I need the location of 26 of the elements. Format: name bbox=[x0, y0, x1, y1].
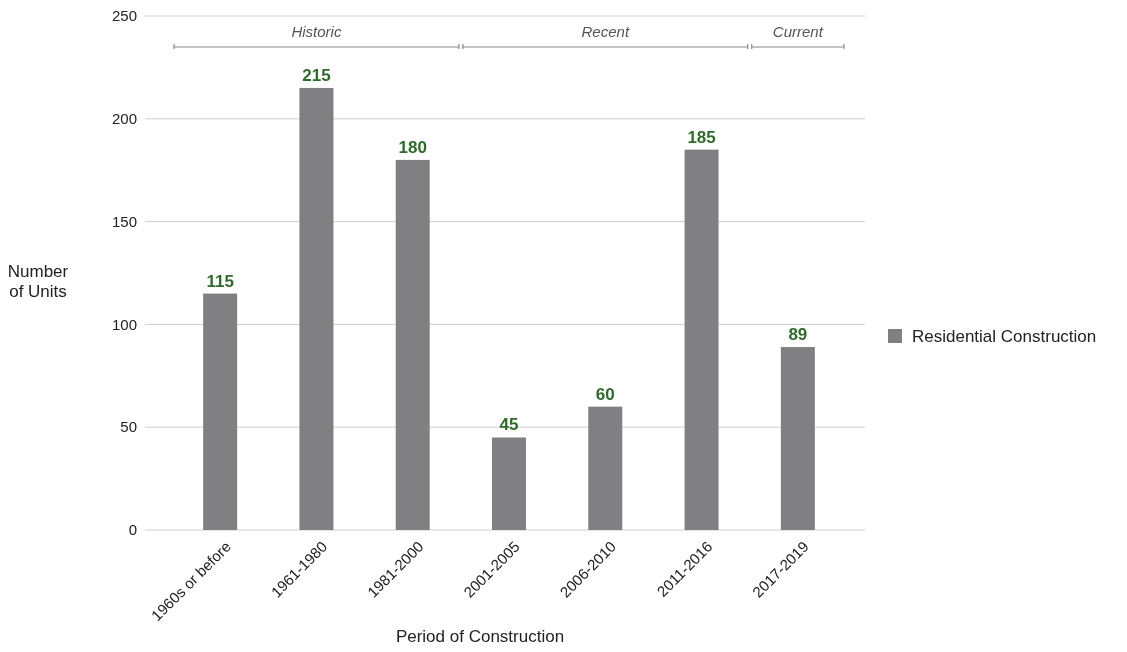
data-label: 115 bbox=[206, 271, 234, 291]
y-tick-label: 0 bbox=[128, 521, 137, 539]
bar bbox=[780, 347, 815, 530]
bar bbox=[395, 159, 430, 530]
data-label: 215 bbox=[302, 65, 331, 85]
x-axis-title: Period of Construction bbox=[395, 627, 565, 646]
annotation: Recent bbox=[581, 23, 630, 40]
data-label: 45 bbox=[499, 415, 519, 435]
bar bbox=[684, 149, 719, 530]
y-axis-title: Number of Units bbox=[7, 262, 69, 302]
data-label: 60 bbox=[595, 384, 615, 404]
y-tick-label: 250 bbox=[111, 7, 137, 25]
y-tick-label: 150 bbox=[111, 212, 137, 230]
data-label: 89 bbox=[788, 325, 808, 345]
data-label: 185 bbox=[687, 127, 716, 147]
annotation: Current bbox=[772, 23, 824, 40]
data-label: 180 bbox=[398, 137, 427, 157]
bar bbox=[203, 293, 238, 530]
y-tick-label: 100 bbox=[111, 315, 137, 333]
bar bbox=[492, 437, 526, 530]
legend-label: Residential Construction bbox=[912, 326, 1097, 346]
bar bbox=[299, 87, 334, 530]
y-tick-label: 50 bbox=[120, 418, 137, 436]
bar bbox=[588, 406, 623, 530]
y-tick-label: 200 bbox=[111, 110, 137, 128]
annotation: Historic bbox=[291, 23, 342, 40]
